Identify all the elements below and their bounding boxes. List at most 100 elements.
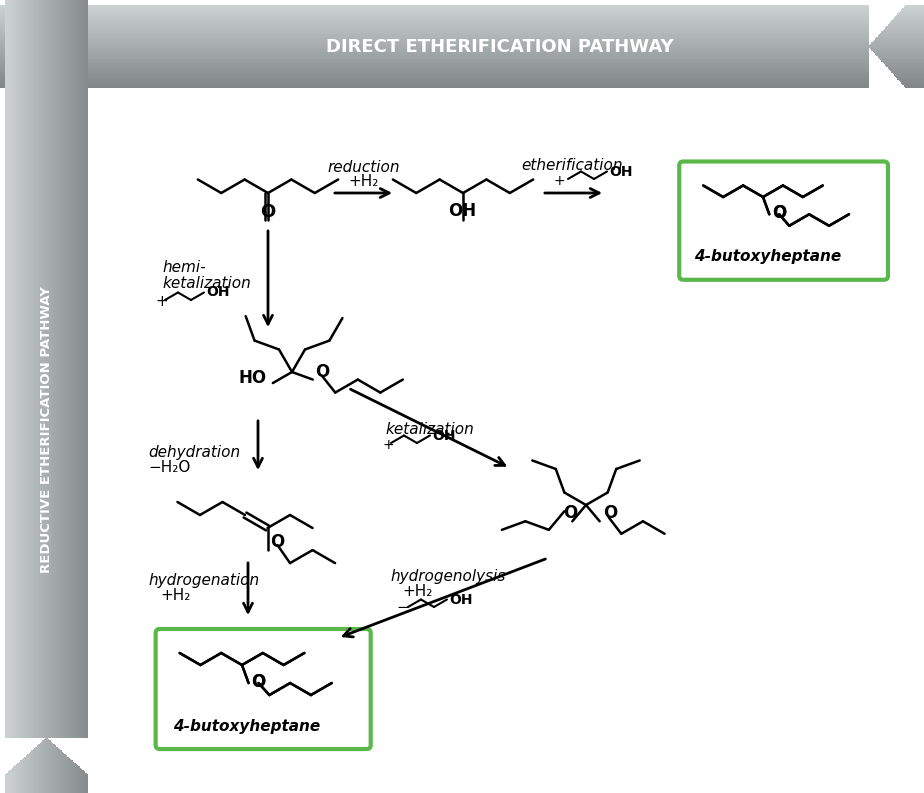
Bar (0, 48, 869, 49)
Bar (18, 761, 20, 793)
Text: OH: OH (432, 428, 456, 442)
Bar (885, 64, 924, 66)
Bar (0, 31, 869, 33)
Bar (65, 0, 66, 738)
Bar (889, 23, 924, 25)
Text: −: − (396, 600, 408, 615)
Bar (899, 80, 924, 81)
Text: +H₂: +H₂ (402, 584, 432, 600)
Bar (0, 66, 869, 67)
Bar (0, 86, 869, 88)
Bar (0, 67, 869, 69)
Bar (41, 741, 43, 793)
Bar (897, 13, 924, 15)
Bar (23, 758, 24, 793)
Bar (10, 769, 12, 793)
Bar (79, 0, 81, 738)
Bar (6, 0, 7, 738)
Bar (30, 752, 31, 793)
Bar (0, 63, 869, 64)
Bar (0, 59, 869, 60)
Bar (24, 0, 26, 738)
Bar (37, 0, 38, 738)
Bar (68, 0, 70, 738)
Bar (63, 0, 65, 738)
Bar (15, 0, 16, 738)
Bar (52, 0, 54, 738)
Text: hydrogenolysis: hydrogenolysis (390, 569, 505, 584)
Text: O: O (602, 504, 617, 523)
Bar (892, 20, 924, 21)
Bar (66, 755, 67, 793)
Bar (877, 55, 924, 56)
Bar (29, 753, 30, 793)
Bar (82, 0, 84, 738)
Bar (55, 0, 56, 738)
Bar (43, 739, 45, 793)
Bar (77, 765, 79, 793)
Bar (60, 750, 62, 793)
Text: +: + (553, 174, 565, 188)
Bar (0, 15, 869, 16)
Bar (0, 82, 869, 84)
Bar (884, 29, 924, 30)
Bar (10, 0, 12, 738)
Bar (881, 33, 924, 34)
Bar (0, 51, 869, 52)
Bar (30, 0, 31, 738)
Bar (0, 70, 869, 71)
Bar (57, 0, 59, 738)
FancyBboxPatch shape (679, 162, 888, 280)
Bar (82, 770, 84, 793)
Bar (905, 86, 924, 88)
Bar (0, 13, 869, 15)
Bar (0, 69, 869, 70)
Bar (41, 0, 43, 738)
Bar (71, 760, 73, 793)
Bar (31, 750, 32, 793)
Bar (872, 41, 924, 42)
Text: O: O (772, 205, 786, 222)
Bar (46, 0, 48, 738)
Bar (62, 0, 63, 738)
Bar (40, 743, 41, 793)
Bar (16, 0, 18, 738)
Bar (0, 49, 869, 51)
Text: REDUCTIVE ETHERIFICATION PATHWAY: REDUCTIVE ETHERIFICATION PATHWAY (41, 286, 54, 573)
Bar (85, 772, 87, 793)
Bar (35, 0, 37, 738)
Bar (54, 0, 55, 738)
Bar (0, 42, 869, 44)
Bar (0, 47, 869, 48)
Bar (884, 63, 924, 64)
Bar (70, 0, 71, 738)
Text: DIRECT ETHERIFICATION PATHWAY: DIRECT ETHERIFICATION PATHWAY (326, 38, 674, 56)
Bar (81, 769, 82, 793)
Text: 4-butoxyheptane: 4-butoxyheptane (174, 719, 321, 734)
Bar (81, 0, 82, 738)
Bar (881, 60, 924, 62)
Bar (905, 5, 924, 6)
Bar (0, 17, 869, 19)
Bar (13, 767, 15, 793)
Bar (55, 745, 56, 793)
Bar (0, 75, 869, 77)
Bar (0, 45, 869, 47)
Bar (882, 30, 924, 31)
Bar (9, 770, 10, 793)
Bar (870, 44, 924, 45)
Bar (63, 753, 65, 793)
Bar (899, 12, 924, 13)
Bar (0, 81, 869, 82)
Bar (882, 62, 924, 63)
Bar (904, 85, 924, 86)
Bar (68, 758, 70, 793)
Text: hydrogenation: hydrogenation (148, 573, 259, 588)
Bar (0, 29, 869, 30)
Bar (65, 754, 66, 793)
FancyBboxPatch shape (155, 629, 371, 749)
Bar (895, 75, 924, 77)
Bar (0, 20, 869, 21)
Bar (877, 36, 924, 38)
Bar (881, 59, 924, 60)
